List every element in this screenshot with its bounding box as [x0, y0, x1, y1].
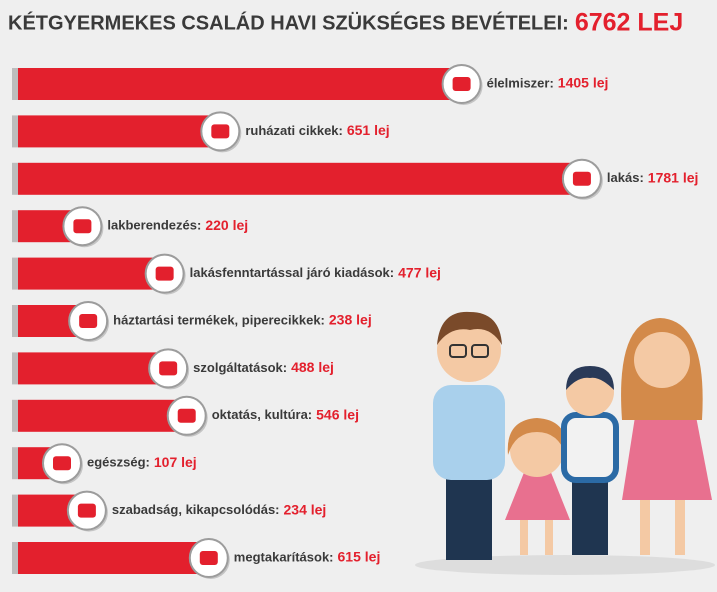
icon-glyph [177, 408, 196, 423]
category-label: szabadság, kikapcsolódás: [112, 502, 280, 517]
icon-glyph [211, 124, 230, 139]
bar-stub [12, 115, 18, 148]
icon-glyph [73, 219, 92, 234]
category-label: lakberendezés: [107, 218, 201, 233]
bar-stub [12, 352, 18, 385]
value-label: 220 lej [205, 217, 248, 233]
bar-stub [12, 399, 18, 432]
category-label: élelmiszer: [487, 75, 554, 90]
value-label: 488 lej [291, 359, 334, 375]
icon-glyph [53, 456, 71, 471]
value-label: 477 lej [398, 264, 441, 280]
icon-glyph [155, 266, 174, 281]
bar-stub [12, 210, 18, 243]
value-label: 651 lej [347, 122, 390, 138]
bar-stub [12, 494, 18, 527]
value-label: 238 lej [329, 312, 372, 328]
value-label: 1781 lej [648, 170, 699, 186]
category-label: oktatás, kultúra: [212, 407, 312, 422]
category-label: ruházati cikkek: [245, 123, 343, 138]
category-label: megtakarítások: [234, 549, 334, 564]
bar [18, 352, 175, 385]
chart-title: KÉTGYERMEKES CSALÁD HAVI SZÜKSÉGES BEVÉT… [8, 11, 569, 34]
icon-glyph [572, 171, 591, 186]
category-label: szolgáltatások: [193, 360, 287, 375]
value-label: 107 lej [154, 454, 197, 470]
bar [18, 68, 468, 100]
category-label: háztartási termékek, piperecikkek: [113, 312, 325, 327]
value-label: 546 lej [316, 407, 359, 423]
bar [18, 115, 227, 148]
icon-glyph [452, 77, 471, 91]
icon-glyph [77, 503, 96, 518]
bar-stub [12, 542, 18, 574]
category-label: lakásfenntartással járó kiadások: [190, 265, 395, 280]
chart-title-total: 6762 LEJ [575, 9, 683, 37]
bar-stub [12, 447, 18, 480]
bar-stub [12, 162, 18, 195]
icon-glyph [159, 361, 178, 376]
bar-stub [12, 68, 18, 100]
value-label: 615 lej [338, 549, 381, 565]
family-illustration [415, 311, 715, 575]
icon-glyph [199, 551, 218, 565]
category-label: lakás: [607, 170, 644, 185]
bar-stub [12, 257, 18, 290]
bar [18, 162, 588, 195]
bar-stub [12, 305, 18, 337]
category-label: egészség: [87, 455, 150, 470]
value-label: 234 lej [284, 501, 327, 517]
value-label: 1405 lej [558, 75, 609, 91]
icon-glyph [79, 314, 98, 328]
bar [18, 542, 215, 574]
bar [18, 399, 193, 432]
